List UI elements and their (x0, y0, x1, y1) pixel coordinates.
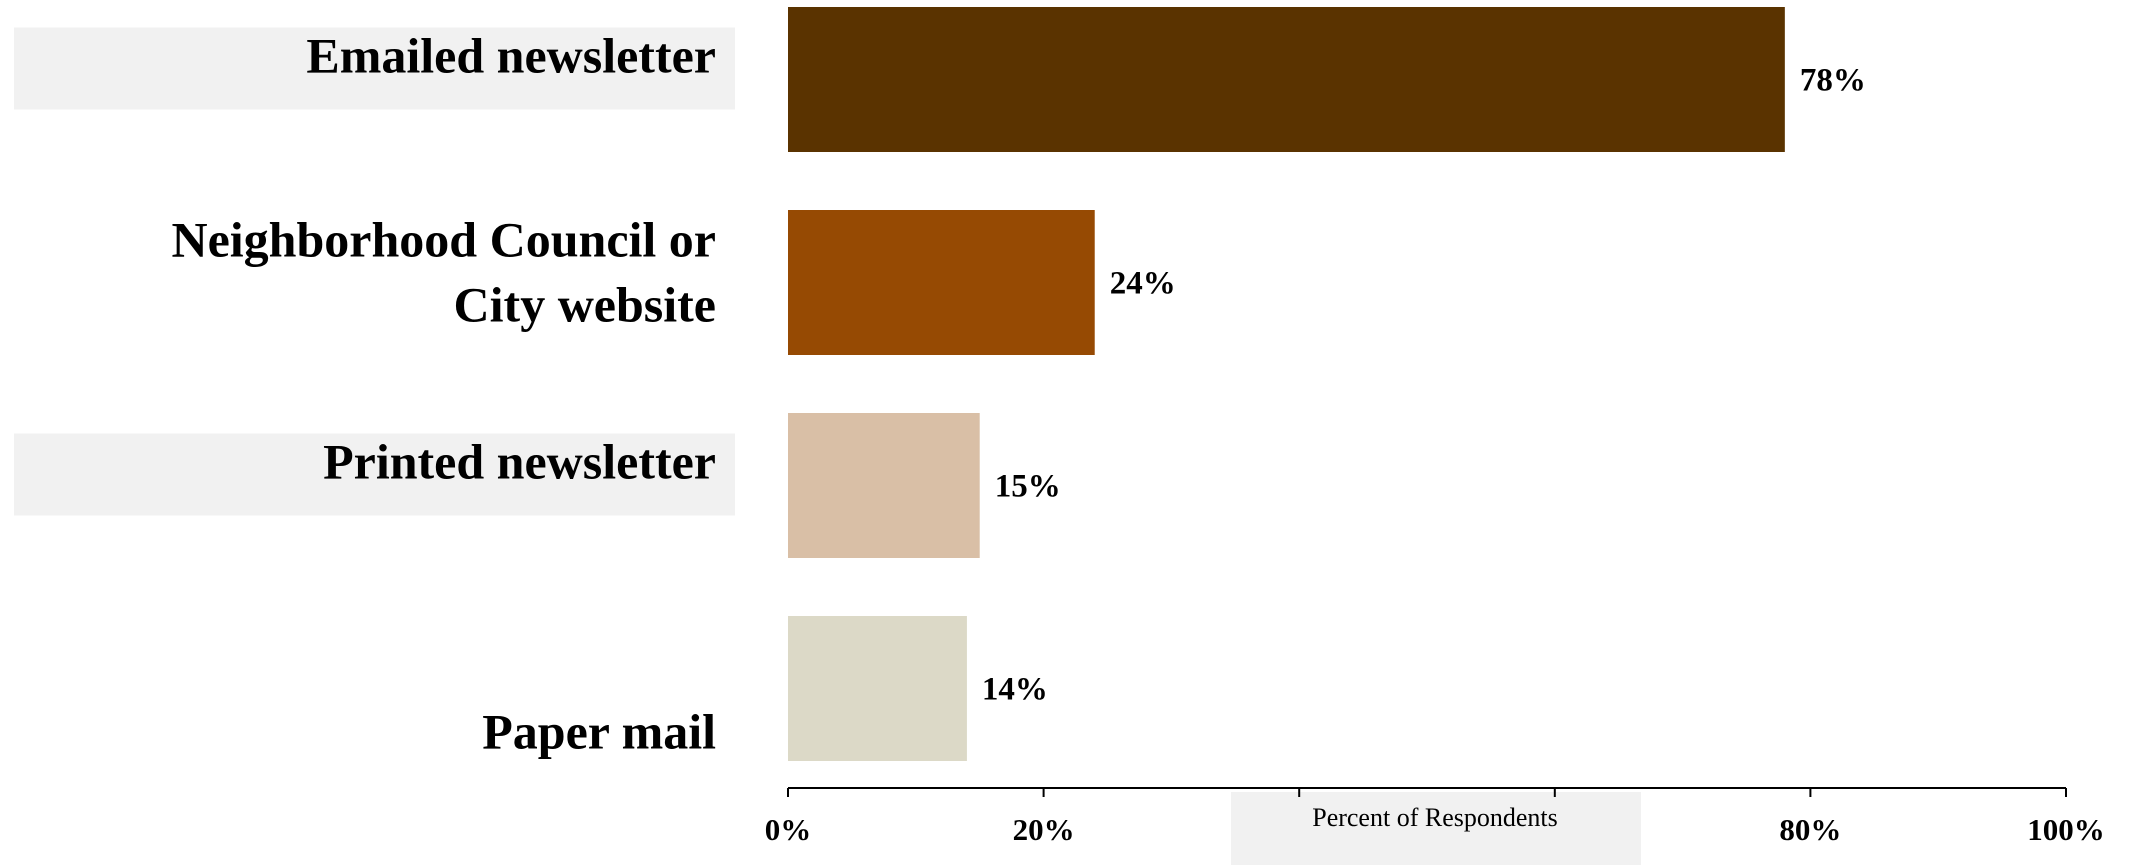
bar (788, 413, 980, 558)
x-axis-title: Percent of Respondents (1312, 803, 1558, 832)
category-labels: Emailed newsletter Neighborhood Council o… (171, 28, 716, 760)
bar (788, 616, 967, 761)
category-label-highlight (14, 27, 735, 110)
bar (788, 210, 1095, 355)
x-tick-label: 0% (765, 812, 812, 847)
bars (788, 7, 1785, 761)
category-label: Neighborhood Council or (171, 212, 716, 268)
value-label: 14% (982, 672, 1048, 708)
x-tick-label: 100% (2027, 812, 2105, 847)
category-label: Paper mail (482, 704, 716, 760)
value-labels: 78% 24% 15% 14% (982, 63, 1866, 708)
x-tick-label: 80% (1779, 812, 1841, 847)
category-label: Emailed newsletter (306, 28, 716, 84)
category-label: Printed newsletter (323, 434, 716, 490)
value-label: 15% (995, 469, 1061, 505)
x-axis-title-background (1231, 792, 1641, 865)
category-label-highlight (14, 433, 735, 516)
category-label: City website (454, 277, 716, 333)
x-axis: 0% 20% 80% 100% Percent of Respondents (765, 787, 2105, 865)
value-label: 24% (1110, 266, 1176, 302)
category-label-backgrounds (14, 27, 735, 516)
bar (788, 7, 1785, 152)
x-tick-label: 20% (1013, 812, 1075, 847)
value-label: 78% (1800, 63, 1866, 99)
